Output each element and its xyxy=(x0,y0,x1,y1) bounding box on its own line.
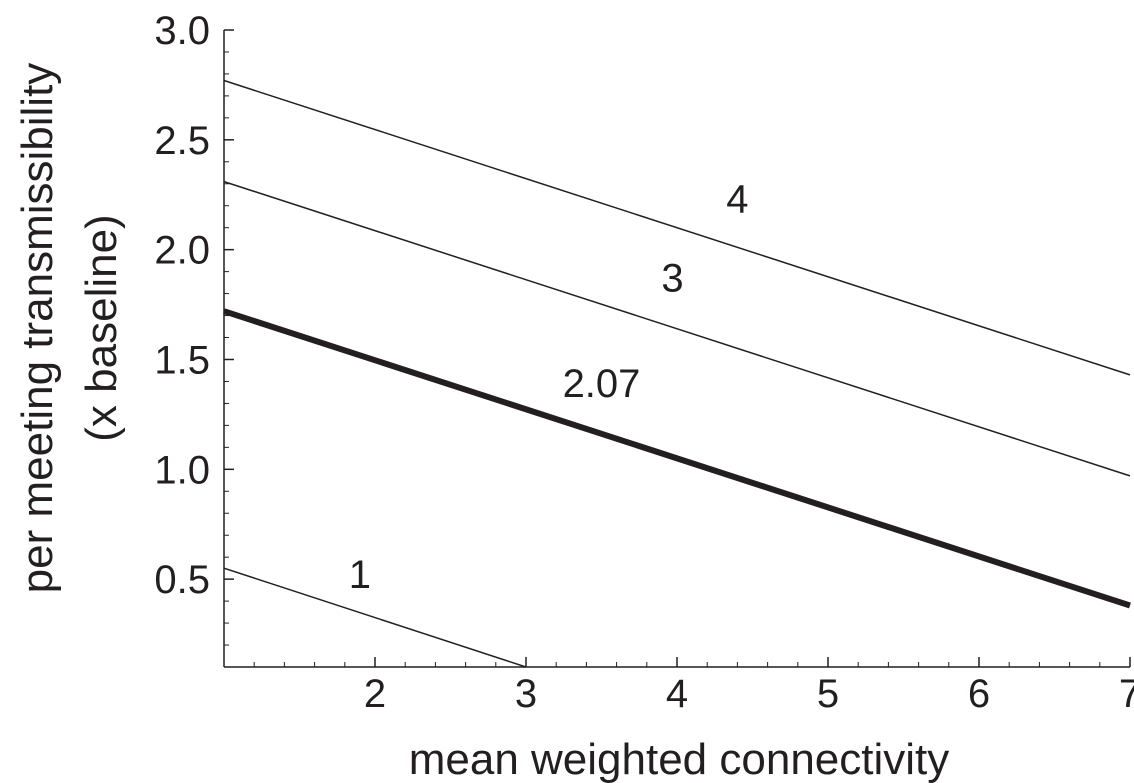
series-labels: 43 2.07 1 xyxy=(349,177,749,597)
series-label-2.07: 2.07 xyxy=(563,362,641,406)
axes: 2 3 4 5 6 70.51.01.52.02.53.0 xyxy=(154,9,1134,716)
series-label-1: 1 xyxy=(349,553,371,597)
y-axis-title-line1: per meeting transmissibility xyxy=(13,63,62,594)
series-line-1 xyxy=(223,567,527,668)
x-tick-label: 6 xyxy=(968,672,990,716)
y-tick-label: 1.0 xyxy=(154,448,210,492)
x-tick-label: 2 xyxy=(364,672,386,716)
y-tick-label: 3.0 xyxy=(154,9,210,53)
x-tick-label: 3 xyxy=(515,672,537,716)
series-line-3 xyxy=(223,180,1131,477)
y-tick-label: 2.0 xyxy=(154,229,210,273)
series-line-2.07 xyxy=(223,308,1131,609)
x-axis-title: mean weighted connectivity xyxy=(409,735,950,783)
x-tick-label: 4 xyxy=(666,672,688,716)
x-tick-label: 7 xyxy=(1119,672,1134,716)
y-axis-title-line2: (x baseline) xyxy=(77,214,126,441)
series-lines xyxy=(223,79,1131,668)
series-label-3: 3 xyxy=(661,256,683,300)
y-tick-label: 1.5 xyxy=(154,338,210,382)
series-label-4: 4 xyxy=(726,177,748,221)
y-tick-label: 0.5 xyxy=(154,558,210,602)
series-line-4 xyxy=(223,79,1131,376)
x-tick-label: 5 xyxy=(817,672,839,716)
y-tick-label: 2.5 xyxy=(154,119,210,163)
